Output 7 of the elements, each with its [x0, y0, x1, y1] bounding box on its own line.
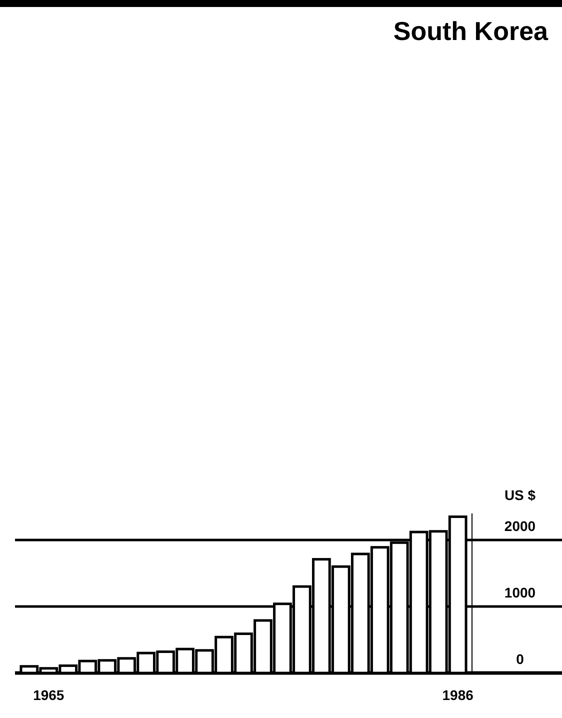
y-tick-label: 0 — [516, 651, 524, 667]
y-tick-label: 1000 — [504, 584, 536, 600]
x-tick-label: 1986 — [442, 687, 474, 703]
x-tick-label: 1965 — [33, 687, 64, 703]
chart-title: South Korea — [393, 16, 549, 46]
y-tick-label: 2000 — [504, 518, 536, 534]
y-axis-title: US $ — [504, 487, 536, 503]
